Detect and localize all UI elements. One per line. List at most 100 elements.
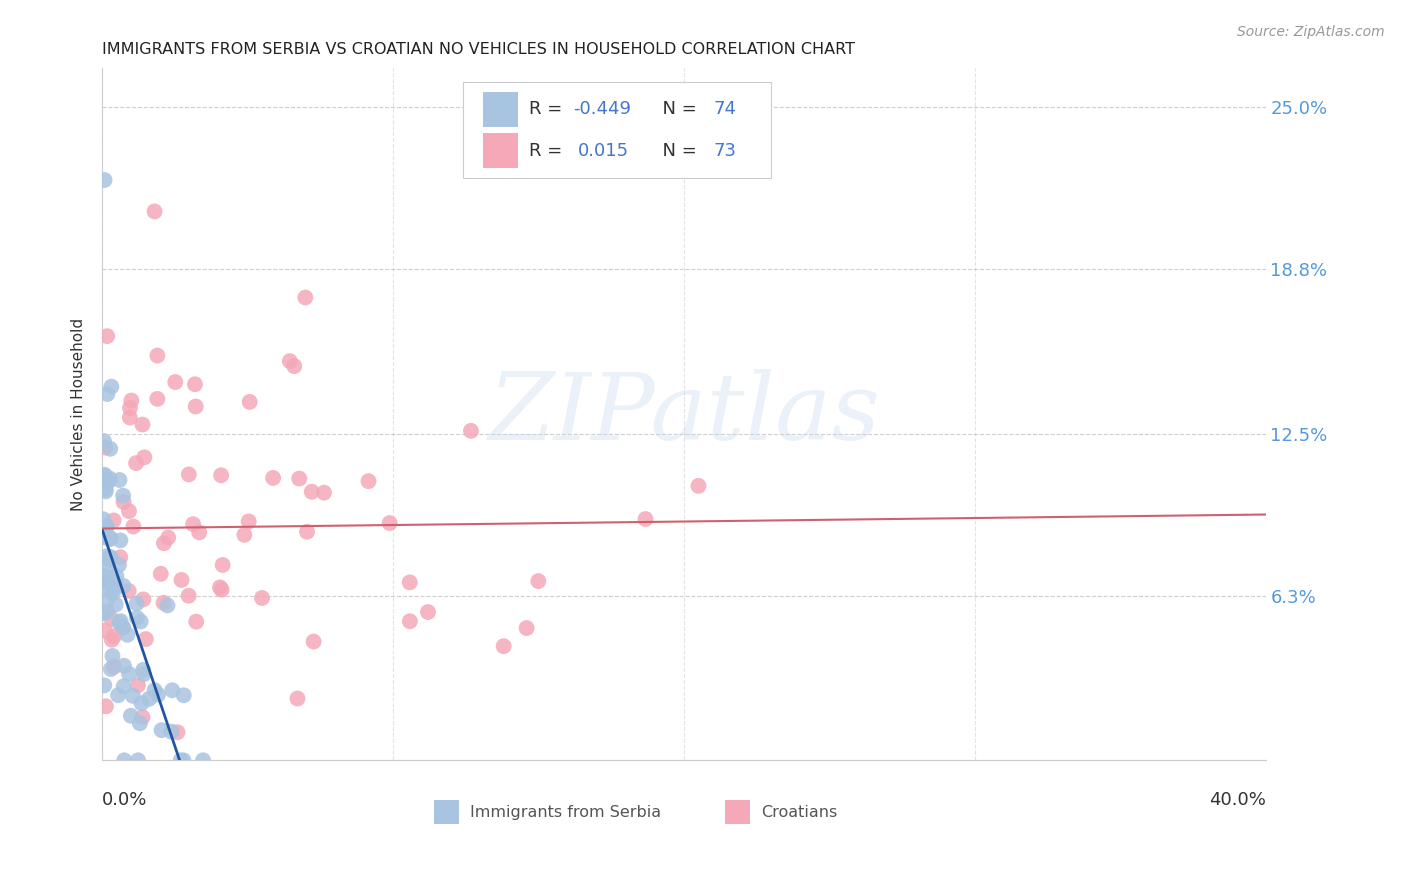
Text: 0.0%: 0.0% [103,791,148,809]
Point [131,696,153,710]
Text: 0.015: 0.015 [578,142,628,160]
FancyBboxPatch shape [482,134,517,168]
Point [398,575,420,590]
Point [96,519,118,533]
Point [169,753,191,767]
Point [160,724,183,739]
Point [91,512,114,526]
Point [129,716,152,731]
Point [101,632,124,647]
Point [108,558,131,572]
Point [118,666,141,681]
Point [150,723,173,738]
Point [127,753,149,767]
Point [93,571,115,585]
Point [93,678,115,692]
Point [98,549,121,564]
Point [93,434,115,449]
Point [98,442,121,456]
Point [191,753,214,767]
Point [110,614,132,628]
Point [516,621,538,635]
Text: 74: 74 [713,100,735,119]
Point [688,479,710,493]
Point [492,639,515,653]
Point [143,204,166,219]
Point [357,474,380,488]
Point [287,691,309,706]
Point [94,575,117,590]
Point [460,424,482,438]
Point [105,569,128,583]
Text: IMMIGRANTS FROM SERBIA VS CROATIAN NO VEHICLES IN HOUSEHOLD CORRELATION CHART: IMMIGRANTS FROM SERBIA VS CROATIAN NO VE… [103,42,855,57]
Point [120,708,142,723]
Point [100,531,122,545]
Point [143,683,166,698]
Point [96,582,118,596]
Point [121,689,143,703]
Point [97,475,120,490]
Point [91,607,114,621]
Point [122,519,145,533]
Point [127,678,149,692]
Point [103,513,125,527]
Point [211,582,233,597]
Point [399,614,422,628]
Text: R =: R = [529,142,574,160]
Text: Croatians: Croatians [761,805,837,820]
Point [112,621,135,635]
Point [94,699,117,714]
Point [239,395,262,409]
Point [177,589,200,603]
Point [378,516,401,530]
Point [149,566,172,581]
Point [162,683,184,698]
Point [288,472,311,486]
Point [112,753,135,767]
Point [118,504,141,518]
Point [131,710,153,724]
Point [131,417,153,432]
Point [295,524,318,539]
Point [96,519,118,533]
Point [93,467,115,482]
Point [96,605,118,619]
Point [184,400,207,414]
Point [94,484,117,499]
Point [188,525,211,540]
Point [98,533,121,547]
Point [634,512,657,526]
Text: Source: ZipAtlas.com: Source: ZipAtlas.com [1237,25,1385,39]
Point [112,579,135,593]
Point [96,549,118,563]
Point [108,615,131,630]
Point [118,401,141,415]
FancyBboxPatch shape [482,92,517,127]
Point [132,592,155,607]
Point [134,450,156,465]
Point [233,528,256,542]
Point [301,484,323,499]
Point [110,533,132,548]
Point [416,605,439,619]
Point [312,485,335,500]
Point [527,574,550,588]
Point [132,663,155,677]
Point [96,387,118,401]
Point [96,329,118,343]
Point [108,473,131,487]
Point [177,467,200,482]
Point [125,611,148,625]
Point [146,392,169,406]
Point [98,552,121,566]
Text: R =: R = [529,100,568,119]
Point [117,628,139,642]
Point [278,354,301,368]
Text: N =: N = [651,100,703,119]
Point [262,471,284,485]
Point [107,688,129,702]
Point [125,456,148,470]
Point [184,377,207,392]
Point [110,550,132,565]
Point [96,593,118,607]
